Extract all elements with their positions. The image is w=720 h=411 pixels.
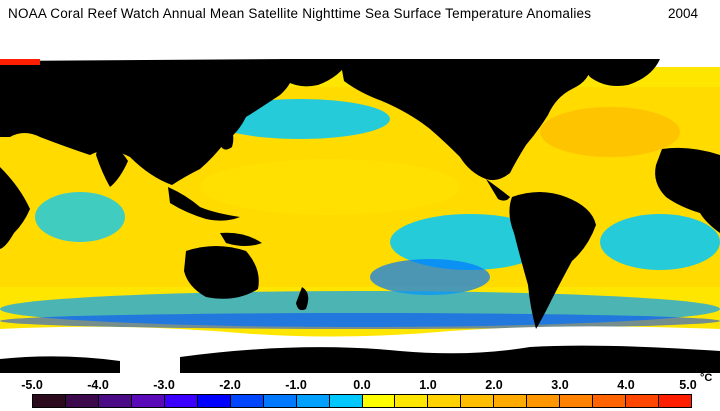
- kamchatka-land: [280, 59, 350, 87]
- tick-label: -5.0: [21, 378, 43, 392]
- sst-anomaly-map: [0, 37, 720, 373]
- south-america-land: [509, 192, 596, 329]
- new-guinea-land: [220, 232, 262, 246]
- color-scale-segment: [197, 395, 231, 407]
- color-scale-segment: [164, 395, 198, 407]
- tick-label: -3.0: [153, 378, 175, 392]
- legend-ticks: -5.0 -4.0 -3.0 -2.0 -1.0 0.0 1.0 2.0 3.0…: [0, 372, 720, 394]
- north-atlantic-warm-region: [540, 107, 680, 157]
- year-label: 2004: [667, 6, 698, 21]
- color-scale-segment: [362, 395, 396, 407]
- southeast-pacific-blue-region: [370, 259, 490, 295]
- southeast-asia-land: [168, 187, 240, 221]
- antarctica-west-land: [0, 356, 120, 373]
- central-america-land: [486, 179, 510, 201]
- color-scale-segment: [230, 395, 264, 407]
- japan-land: [220, 127, 234, 150]
- equatorial-pacific-region: [200, 159, 460, 215]
- color-scale-segment: [329, 395, 363, 407]
- color-scale-segment: [428, 395, 462, 407]
- tick-label: -1.0: [285, 378, 307, 392]
- unit-label: °C: [700, 372, 713, 384]
- color-scale-segment: [296, 395, 330, 407]
- tick-label: 1.0: [419, 378, 437, 392]
- tick-label: 4.0: [617, 378, 635, 392]
- india-land: [96, 137, 128, 187]
- color-scale-segment: [527, 395, 561, 407]
- tick-label: -2.0: [219, 378, 241, 392]
- tick-label: 5.0: [679, 378, 697, 392]
- color-scale-segment: [395, 395, 429, 407]
- north-america-land: [340, 59, 591, 181]
- new-zealand-land: [296, 287, 309, 311]
- greenland-land: [576, 59, 660, 86]
- color-scale-segment: [560, 395, 594, 407]
- antarctica-land: [180, 345, 720, 373]
- color-scale-segment: [494, 395, 528, 407]
- indian-ocean-cool-region: [35, 192, 125, 242]
- color-scale-segment: [98, 395, 132, 407]
- eurasia-land: [0, 59, 294, 185]
- africa-west-land: [655, 147, 720, 233]
- color-scale-segment: [659, 395, 692, 407]
- australia-land: [184, 246, 259, 299]
- south-atlantic-cool-region: [600, 214, 720, 270]
- color-scale-segment: [65, 395, 99, 407]
- tick-label: -4.0: [87, 378, 109, 392]
- africa-east-land: [0, 167, 30, 249]
- tick-label: 3.0: [551, 378, 569, 392]
- color-scale-segment: [593, 395, 627, 407]
- tick-label: 0.0: [353, 378, 371, 392]
- map-title: NOAA Coral Reef Watch Annual Mean Satell…: [8, 6, 592, 21]
- color-scale-bar: [32, 394, 692, 408]
- color-scale-segment: [461, 395, 495, 407]
- color-scale-segment: [33, 395, 66, 407]
- arctic-warm-anomaly: [0, 59, 40, 65]
- color-scale-segment: [131, 395, 165, 407]
- color-scale-segment: [626, 395, 660, 407]
- color-scale-segment: [263, 395, 297, 407]
- south-pacific-cool-region: [390, 214, 550, 270]
- tick-label: 2.0: [485, 378, 503, 392]
